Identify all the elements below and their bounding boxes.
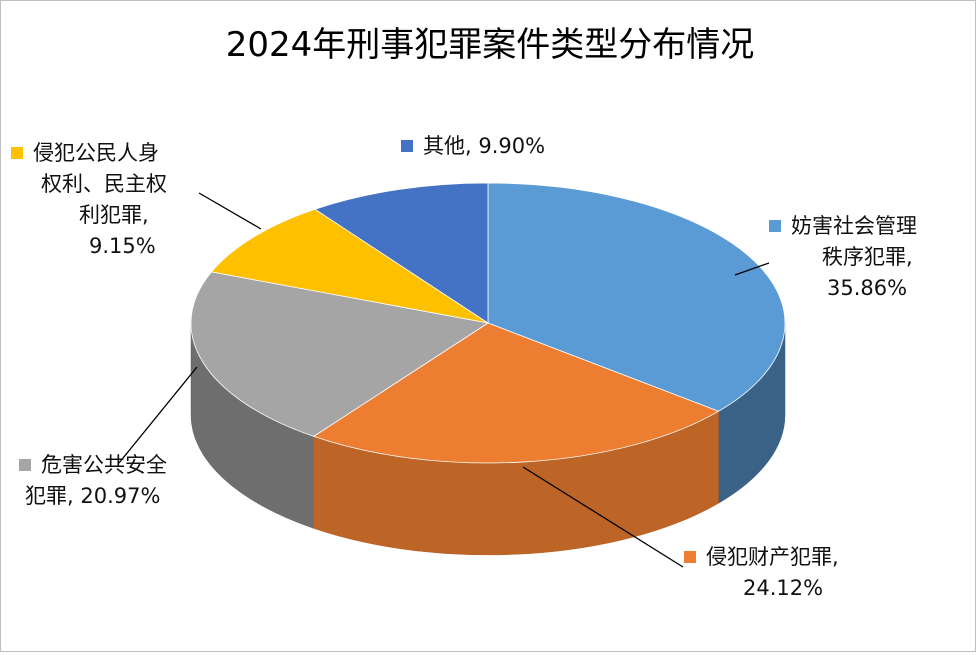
label-s3-line3: 利犯罪, <box>79 203 149 227</box>
label-s4-line1: 其他, 9.90% <box>423 134 546 158</box>
label-s3-value: 9.15% <box>89 234 156 258</box>
chart-title: 2024年刑事犯罪案件类型分布情况 <box>225 25 755 65</box>
label-s1-line1: 侵犯财产犯罪, <box>706 545 839 569</box>
label-s2-line1: 危害公共安全 <box>41 453 167 477</box>
label-s1-value: 24.12% <box>743 576 824 600</box>
label-s2-line2: 犯罪, 20.97% <box>25 484 161 508</box>
label-s0-line2: 秩序犯罪, <box>822 245 913 269</box>
pie-slice-2 <box>190 271 490 437</box>
swatch-s4 <box>401 140 413 152</box>
data-label-s4: 其他, 9.90% <box>401 131 545 162</box>
swatch-s1 <box>684 551 696 563</box>
swatch-s3 <box>11 147 23 159</box>
leader-line-3 <box>198 192 262 230</box>
label-s3-line2: 权利、民主权 <box>41 172 167 196</box>
data-label-s1: 侵犯财产犯罪, 24.12% <box>684 542 839 604</box>
label-s3-line1: 侵犯公民人身 <box>33 141 159 165</box>
leader-line-0 <box>734 262 770 276</box>
swatch-s2 <box>19 459 31 471</box>
label-s0-line1: 妨害社会管理 <box>791 214 917 238</box>
label-s0-value: 35.86% <box>827 276 908 300</box>
data-label-s0: 妨害社会管理 秩序犯罪, 35.86% <box>769 211 917 304</box>
leader-line-2 <box>118 366 198 464</box>
leader-line-1 <box>522 466 684 568</box>
pie-slice-3 <box>210 208 489 324</box>
pie-slice-0 <box>487 182 786 412</box>
swatch-s0 <box>769 220 781 232</box>
pie-slice-4 <box>314 182 489 324</box>
pie-slice-1 <box>312 322 720 464</box>
data-label-s2: 危害公共安全 犯罪, 20.97% <box>19 450 167 512</box>
data-label-s3: 侵犯公民人身 权利、民主权 利犯罪, 9.15% <box>11 138 167 262</box>
